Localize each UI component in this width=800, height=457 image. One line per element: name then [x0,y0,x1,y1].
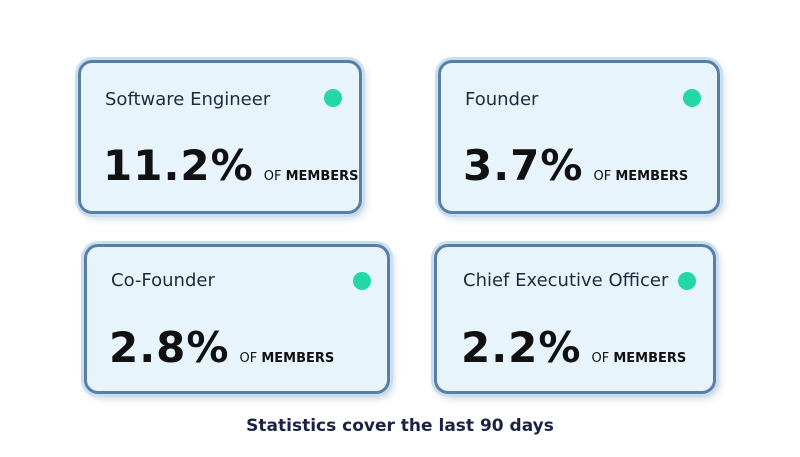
status-dot-icon [678,272,696,290]
stat-unit: OF MEMBERS [591,351,686,366]
stat-card-founder: Founder 3.7% OF MEMBERS [438,60,720,214]
stat-card-co-founder: Co-Founder 2.8% OF MEMBERS [84,244,390,394]
stat-unit: OF MEMBERS [239,351,334,366]
card-title: Software Engineer [105,89,271,110]
stat-row: 11.2% OF MEMBERS [103,141,359,190]
unit-members: MEMBERS [261,351,335,366]
stat-card-software-engineer: Software Engineer 11.2% OF MEMBERS [78,60,362,214]
stat-card-chief-executive-officer: Chief Executive Officer 2.2% OF MEMBERS [434,244,716,394]
stat-row: 3.7% OF MEMBERS [463,141,688,190]
stat-value: 3.7% [463,141,584,190]
stat-value: 2.2% [461,323,582,372]
stat-value: 2.8% [109,323,230,372]
status-dot-icon [683,89,701,107]
card-title: Co-Founder [111,270,215,291]
unit-of: OF [593,169,612,184]
stat-row: 2.8% OF MEMBERS [109,323,334,372]
footer-caption: Statistics cover the last 90 days [246,416,554,436]
stat-row: 2.2% OF MEMBERS [461,323,686,372]
unit-members: MEMBERS [613,351,687,366]
status-dot-icon [324,89,342,107]
stat-value: 11.2% [103,141,254,190]
card-title: Chief Executive Officer [463,270,669,291]
unit-members: MEMBERS [615,169,689,184]
status-dot-icon [353,272,371,290]
stat-unit: OF MEMBERS [593,169,688,184]
unit-members: MEMBERS [285,169,359,184]
unit-of: OF [239,351,258,366]
unit-of: OF [591,351,610,366]
card-title: Founder [465,89,539,110]
stat-unit: OF MEMBERS [264,169,359,184]
unit-of: OF [263,169,282,184]
